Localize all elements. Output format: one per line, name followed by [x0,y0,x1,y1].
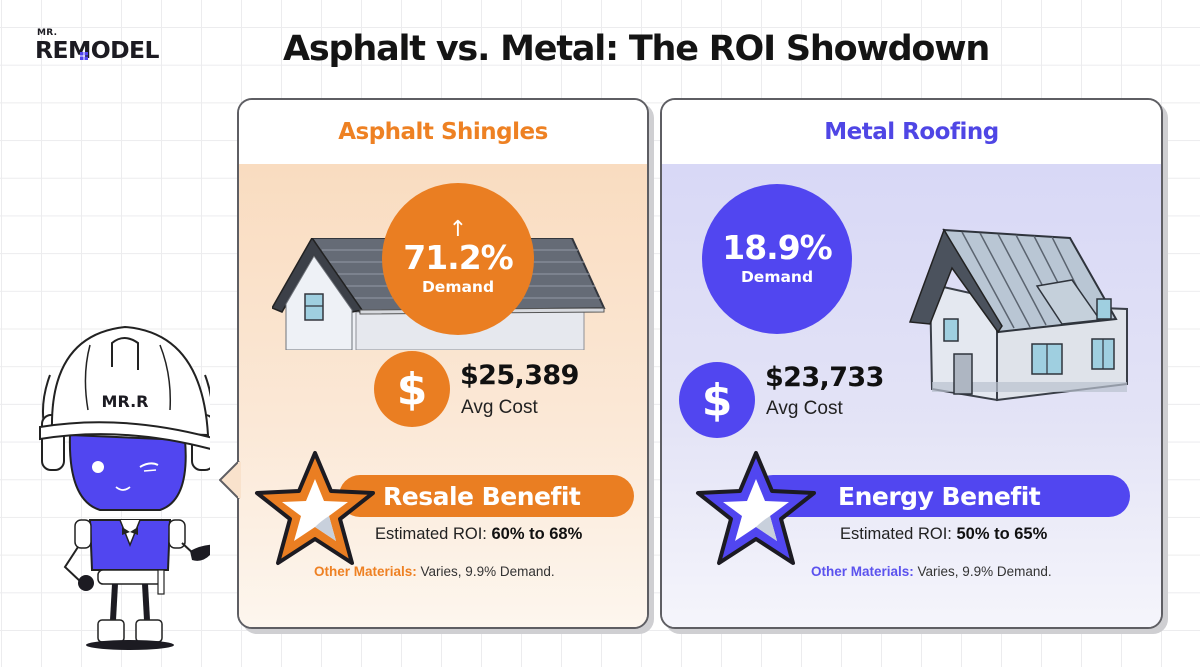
metal-other-materials: Other Materials: Varies, 9.9% Demand. [811,564,1052,579]
asphalt-demand-value: 71.2% [403,238,513,277]
logo: REMODEL [35,36,159,64]
metal-demand-label: Demand [740,268,814,286]
page-title: Asphalt vs. Metal: The ROI Showdown [283,29,990,69]
asphalt-demand-badge: ↑ 71.2% Demand [382,183,534,335]
logo-text-left: RE [35,36,69,64]
asphalt-avg-cost-label: Avg Cost [461,397,538,418]
metal-avg-cost-label: Avg Cost [766,398,843,419]
metal-benefit-pill: Energy Benefit [752,475,1130,517]
asphalt-demand-label: Demand [421,278,495,296]
asphalt-roi: Estimated ROI: 60% to 68% [375,525,582,544]
metal-demand-badge: 18.9% Demand [702,184,852,334]
asphalt-avg-cost: $25,389 [460,360,579,391]
arrow-up-icon: ↑ [448,217,468,242]
dollar-icon: $ [679,362,755,438]
metal-card: Metal Roofing 18.9% Demand $ [660,98,1163,629]
metal-other-label: Other Materials: [811,564,914,579]
star-icon [255,451,375,565]
asphalt-roi-value: 60% to 68% [491,525,583,543]
asphalt-card: Asphalt Shingles ↑ 71.2% Demand $ $25,38… [237,98,649,629]
metal-roi-label: Estimated ROI: [840,525,952,543]
asphalt-card-body: ↑ 71.2% Demand $ $25,389 Avg Cost Resale… [239,164,647,627]
asphalt-benefit-pill: Resale Benefit [339,475,634,517]
metal-card-title: Metal Roofing [662,100,1161,164]
metal-roi: Estimated ROI: 50% to 65% [840,525,1047,544]
metal-other-value: Varies, 9.9% Demand. [917,564,1052,579]
asphalt-card-title: Asphalt Shingles [239,100,647,164]
metal-card-body: 18.9% Demand $ $23,733 Avg Cost [662,164,1161,627]
speech-bubble-notch [219,461,241,499]
asphalt-roi-label: Estimated ROI: [375,525,487,543]
logo-window-icon [80,52,88,60]
mascot-helmet-text: MR.R [102,392,149,411]
dollar-icon: $ [374,351,450,427]
metal-roi-value: 50% to 65% [956,525,1048,543]
metal-benefit-label: Energy Benefit [838,481,1041,511]
logo-prefix: MR. [37,28,58,38]
metal-house-icon [908,228,1128,402]
star-icon [696,451,816,565]
metal-demand-value: 18.9% [722,228,832,267]
mascot-robot-icon: MR.R [39,325,210,650]
asphalt-other-label: Other Materials: [314,564,417,579]
asphalt-benefit-label: Resale Benefit [383,481,581,511]
asphalt-other-value: Varies, 9.9% Demand. [420,564,555,579]
metal-avg-cost: $23,733 [765,362,884,393]
asphalt-other-materials: Other Materials: Varies, 9.9% Demand. [314,564,555,579]
